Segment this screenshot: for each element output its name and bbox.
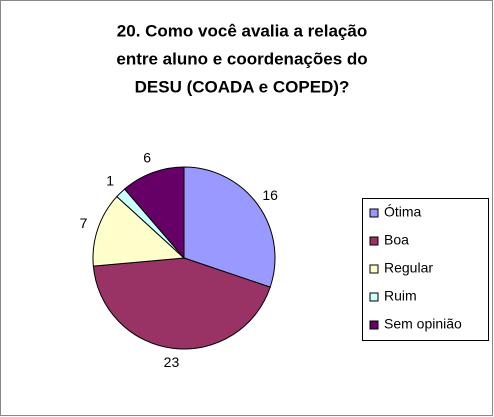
data-label: 23 (164, 354, 180, 370)
legend-label: Boa (384, 232, 409, 248)
legend-label: Sem opinião (384, 316, 462, 332)
chart-title: entre aluno e coordenações do (116, 49, 367, 68)
data-label: 1 (106, 173, 114, 189)
legend-swatch (369, 292, 379, 302)
chart-title: DESU (COADA e COPED)? (135, 77, 350, 96)
chart-title: 20. Como você avalia a relação (117, 21, 367, 40)
data-label: 7 (80, 215, 88, 231)
legend-swatch (369, 208, 379, 218)
pie-slice (123, 166, 185, 260)
data-label: 16 (262, 187, 278, 203)
pie-slice (92, 257, 271, 350)
data-label: 6 (143, 149, 151, 165)
legend-swatch (369, 264, 379, 274)
legend-label: Ruim (384, 288, 417, 304)
legend-swatch (369, 236, 379, 246)
legend-swatch (369, 320, 379, 330)
legend-box (362, 198, 489, 341)
legend-label: Regular (384, 260, 433, 276)
legend-label: Ótima (384, 204, 422, 220)
pie-slice (92, 195, 186, 267)
pie-slice (183, 166, 276, 288)
